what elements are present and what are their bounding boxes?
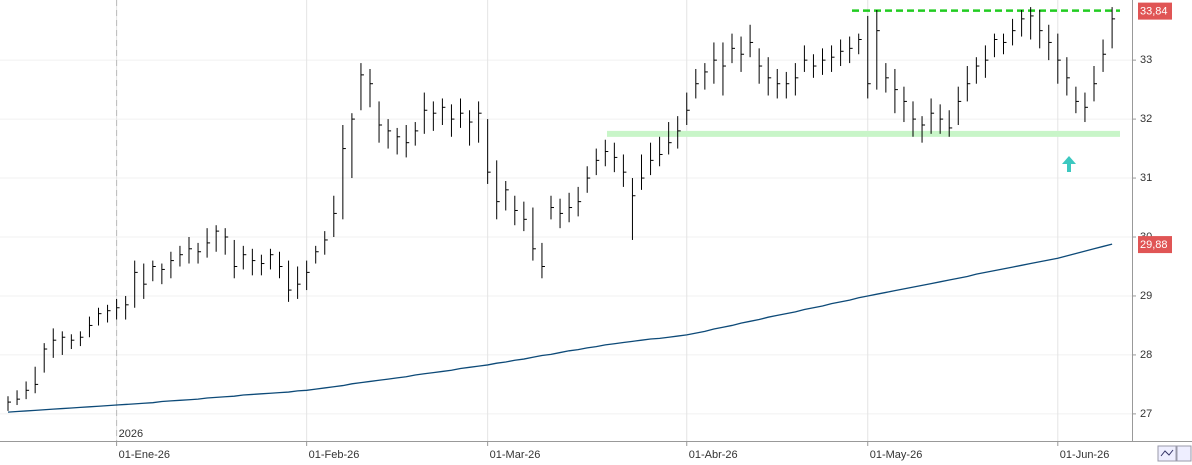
y-tick-label: 33 (1140, 54, 1152, 66)
tool-glyph (1160, 449, 1174, 457)
price-label-box (1138, 236, 1172, 254)
y-tick-label: 32 (1140, 113, 1152, 125)
moving-average (7, 243, 1113, 413)
signal-arrow (1062, 156, 1076, 172)
x-tick-label: 01-Jun-26 (1060, 449, 1110, 461)
price-label-box (1138, 2, 1172, 20)
price-label: 33,84 (1140, 6, 1168, 18)
x-tick-label: 01-Abr-26 (689, 449, 738, 461)
y-tick-label: 29 (1140, 290, 1152, 302)
y-tick-label: 27 (1140, 408, 1152, 420)
price-label: 29,88 (1140, 239, 1168, 251)
x-tick-label: 01-Mar-26 (490, 449, 541, 461)
x-tick-label: 01-Ene-26 (119, 449, 170, 461)
y-tick-label: 31 (1140, 172, 1152, 184)
x-tick-label: 01-Feb-26 (309, 449, 360, 461)
year-label: 2026 (119, 428, 143, 440)
tool-icon[interactable] (1176, 445, 1192, 462)
x-tick-label: 01-May-26 (870, 449, 923, 461)
y-tick-label: 28 (1140, 349, 1152, 361)
